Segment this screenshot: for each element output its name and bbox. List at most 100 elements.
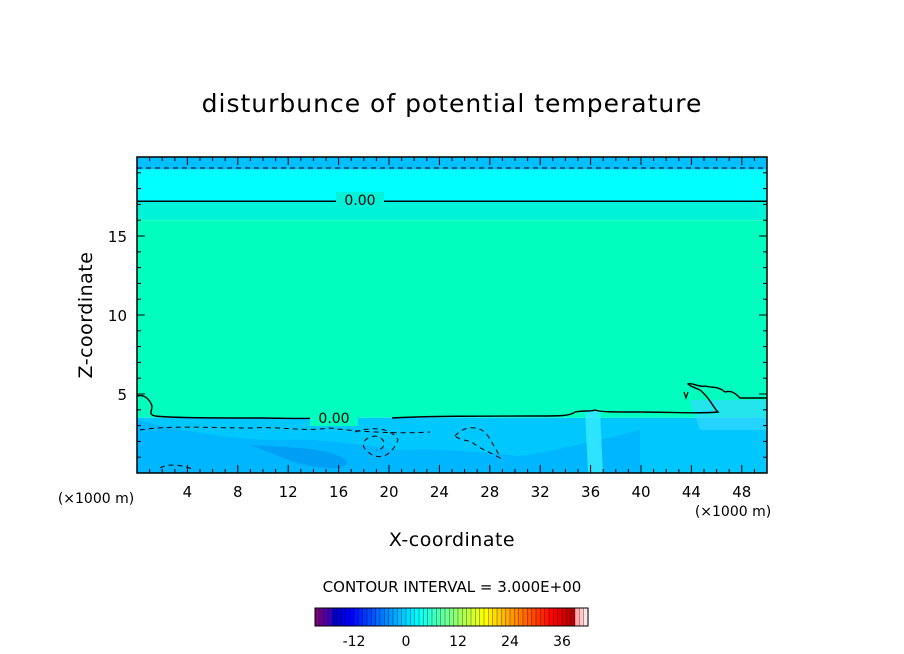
x-tick-label: 8 — [233, 483, 243, 501]
plot-area: 0.00 0.00 — [137, 157, 767, 473]
colorbar-cell — [418, 607, 424, 627]
colorbar-cell — [349, 607, 355, 627]
colorbar-cell — [410, 607, 416, 627]
svg-text:0.00: 0.00 — [344, 193, 375, 209]
x-axis-ticks: 4 8 12 16 20 24 28 32 36 40 44 48 — [149, 157, 755, 501]
colorbar-cell — [505, 607, 511, 627]
colorbar-cell — [518, 607, 524, 627]
colorbar-cell — [353, 607, 359, 627]
colorbar-cell — [561, 607, 567, 627]
colorbar-cell — [323, 607, 329, 627]
field-band-3 — [137, 220, 767, 418]
contour-interval-text: CONTOUR INTERVAL = 3.000E+00 — [323, 578, 582, 596]
zero-contour-surface — [137, 382, 767, 420]
colorbar-cell — [375, 607, 381, 627]
colorbar-cell — [384, 607, 390, 627]
colorbar-cell — [366, 607, 372, 627]
x-tick-label: 24 — [430, 483, 449, 501]
colorbar-cell — [319, 607, 325, 627]
surface-layer-shading — [137, 400, 767, 473]
negative-contours — [137, 167, 767, 471]
colorbar-cell — [397, 607, 403, 627]
x-tick-label: 28 — [480, 483, 499, 501]
colorbar-cell — [423, 607, 429, 627]
colorbar-cell — [427, 607, 433, 627]
colorbar-cell — [327, 607, 333, 627]
colorbar-cell — [566, 607, 572, 627]
colorbar-cell — [466, 607, 472, 627]
colorbar-cell — [431, 607, 437, 627]
colorbar-cell — [453, 607, 459, 627]
x-axis-label: X-coordinate — [389, 529, 515, 551]
colorbar-cell — [340, 607, 346, 627]
colorbar-cell — [475, 607, 481, 627]
x-tick-label: 36 — [581, 483, 600, 501]
colorbar-cell — [492, 607, 498, 627]
colorbar-cell — [509, 607, 515, 627]
colorbar-cell — [540, 607, 546, 627]
colorbar-tick-label: 24 — [501, 634, 519, 650]
colorbar-tick-label: 12 — [449, 634, 467, 650]
colorbar-tick-label: 36 — [553, 634, 571, 650]
colorbar-cell — [444, 607, 450, 627]
colorbar-cell — [401, 607, 407, 627]
y-tick-label: 10 — [108, 307, 127, 325]
colorbar-cell — [440, 607, 446, 627]
y-tick-label: 5 — [117, 386, 127, 404]
heatmap-field — [137, 157, 767, 473]
zero-contour-island — [683, 391, 689, 400]
colorbar-cell — [553, 607, 559, 627]
colorbar-cell — [479, 607, 485, 627]
x-tick-label: 16 — [329, 483, 348, 501]
colorbar-cell — [405, 607, 411, 627]
colorbar-cell — [470, 607, 476, 627]
y-tick-label: 15 — [108, 228, 127, 246]
colorbar — [314, 607, 589, 627]
x-unit-right: (×1000 m) — [695, 504, 771, 520]
colorbar-frame — [314, 607, 589, 627]
colorbar-cell — [557, 607, 563, 627]
colorbar-cell — [527, 607, 533, 627]
y-axis-label: Z-coordinate — [75, 252, 97, 379]
x-tick-label: 20 — [379, 483, 398, 501]
x-tick-label: 32 — [531, 483, 550, 501]
colorbar-cell — [548, 607, 554, 627]
colorbar-cell — [496, 607, 502, 627]
contour-label-lower: 0.00 — [310, 410, 358, 427]
y-axis-ticks: 5 10 15 — [108, 172, 767, 458]
colorbar-cell — [483, 607, 489, 627]
x-unit-left: (×1000 m) — [58, 491, 134, 507]
colorbar-cell — [414, 607, 420, 627]
colorbar-cell — [501, 607, 507, 627]
colorbar-cell — [522, 607, 528, 627]
colorbar-cell — [379, 607, 385, 627]
colorbar-cell — [345, 607, 351, 627]
svg-text:0.00: 0.00 — [318, 411, 349, 427]
colorbar-cell — [531, 607, 537, 627]
field-band-1 — [137, 169, 767, 202]
colorbar-cell — [514, 607, 520, 627]
contour-label-upper: 0.00 — [336, 192, 384, 209]
colorbar-cell — [488, 607, 494, 627]
x-tick-label: 44 — [682, 483, 701, 501]
colorbar-cell — [579, 607, 585, 627]
colorbar-cell — [336, 607, 342, 627]
colorbar-cell — [436, 607, 442, 627]
x-tick-label: 12 — [279, 483, 298, 501]
colorbar-tick-label: 0 — [402, 634, 411, 650]
colorbar-cell — [392, 607, 398, 627]
colorbar-cell — [544, 607, 550, 627]
chart-title: disturbunce of potential temperature — [202, 89, 703, 118]
colorbar-cell — [570, 607, 576, 627]
x-tick-label: 4 — [183, 483, 193, 501]
colorbar-cell — [574, 607, 580, 627]
colorbar-cell — [358, 607, 364, 627]
field-band-0 — [137, 157, 767, 170]
colorbar-tick-label: -12 — [343, 634, 366, 650]
colorbar-cell — [457, 607, 463, 627]
colorbar-cell — [388, 607, 394, 627]
x-tick-label: 48 — [732, 483, 751, 501]
colorbar-cell — [332, 607, 338, 627]
colorbar-cell — [462, 607, 468, 627]
